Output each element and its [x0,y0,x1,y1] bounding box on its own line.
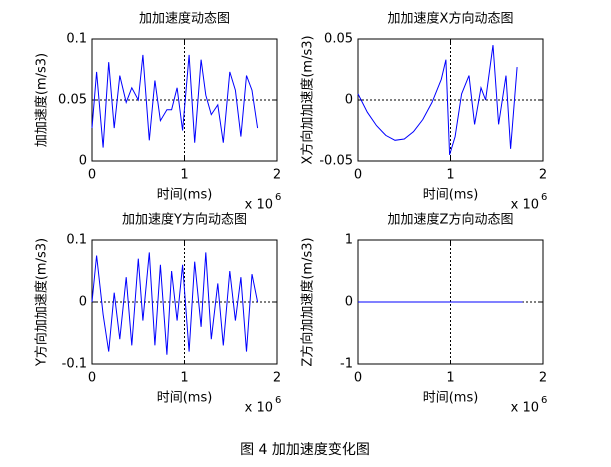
x-tick-label: 1 [446,168,454,183]
subplot-title: 加加速度动态图 [139,11,230,27]
y-tick-label: -1 [340,357,353,372]
x-axis-label: 时间(ms) [423,391,479,406]
x-tick-label: 2 [539,168,547,183]
y-tick-label: 0.1 [66,233,87,248]
y-tick-label: 0 [79,295,87,310]
y-tick-label: 0.1 [66,32,87,47]
y-tick-label: 0.05 [58,93,87,108]
data-line [91,54,259,148]
x-tick-label: 0 [88,168,96,183]
y-tick-label: 0 [345,93,353,108]
subplot-title: 加加速度Z方向动态图 [388,212,514,228]
x-tick-label: 1 [180,371,188,386]
y-axis-label: 加加速度(m/s3) [34,53,50,147]
x-scale-power: 6 [275,192,281,203]
x-tick-label: 1 [180,168,188,183]
y-axis-label: Y方向加加速度(m/s3) [34,238,50,367]
x-scale-label: x 10 [511,198,539,213]
x-tick-label: 2 [539,371,547,386]
subplot-title: 加加速度X方向动态图 [388,11,514,27]
x-scale-label: x 10 [245,401,273,416]
x-scale-power: 6 [541,395,547,406]
x-tick-label: 0 [88,371,96,386]
y-tick-label: -0.1 [62,357,87,372]
y-tick-label: 0 [79,154,87,169]
y-axis-label: X方向加加速度(m/s3) [300,35,316,164]
y-tick-label: 0.05 [324,32,353,47]
x-scale-power: 6 [275,395,281,406]
x-tick-label: 0 [354,371,362,386]
y-tick-label: 0 [345,295,353,310]
x-tick-label: 0 [354,168,362,183]
x-axis-label: 时间(ms) [423,188,479,203]
x-scale-power: 6 [541,192,547,203]
x-tick-label: 2 [273,168,281,183]
y-axis-label: Z方向加加速度(m/s3) [300,237,316,366]
subplot-title: 加加速度Y方向动态图 [122,212,247,228]
x-axis-label: 时间(ms) [157,188,213,203]
x-scale-label: x 10 [245,198,273,213]
x-axis-label: 时间(ms) [157,391,213,406]
caption: 图 4 加加速度变化图 [240,442,370,458]
y-tick-label: 1 [345,233,353,248]
x-tick-label: 1 [446,371,454,386]
data-line [91,252,259,355]
y-tick-label: -0.05 [319,154,353,169]
x-tick-label: 2 [273,371,281,386]
data-line [357,45,518,156]
x-scale-label: x 10 [511,401,539,416]
